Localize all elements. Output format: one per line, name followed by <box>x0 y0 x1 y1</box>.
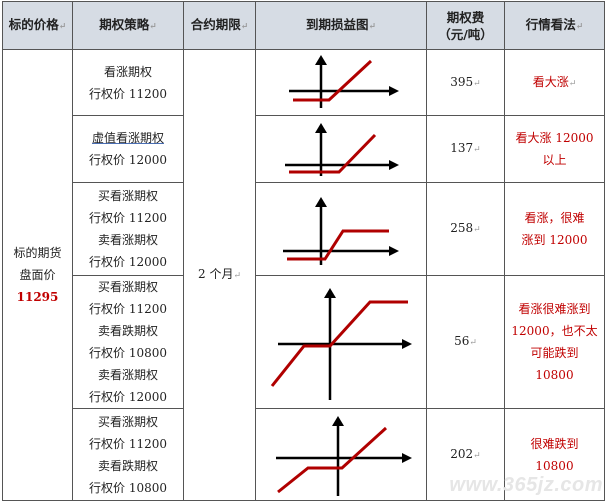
strategy-line: 卖看涨期权 <box>97 233 158 247</box>
header-fee: 期权费 （元/吨） <box>426 1 505 50</box>
payoff-chart-cell <box>255 49 427 116</box>
site-watermark: www.365jz.com <box>449 474 603 496</box>
view-line: 12000，也不太 <box>511 324 598 338</box>
header-view: 行情看法↵ <box>504 1 605 50</box>
table-row: 标的期货 盘面价 11295 看涨期权 行权价 11200 2 个月↵ 395↵… <box>2 49 605 501</box>
table-row: 虚值看涨期权 行权价 12000 137↵ 看大涨 12000 以上 <box>3 115 605 183</box>
underlying-label-line2: 盘面价 <box>19 268 56 282</box>
strategy-line: 行权价 11200 <box>89 211 167 225</box>
payoff-chart-cell <box>255 182 427 276</box>
header-underlying: 标的价格↵ <box>2 1 73 50</box>
header-row: 标的价格↵ 期权策略↵ 合约期限↵ 到期损益图↵ 期权费 （元/吨） 行情看法↵ <box>2 1 605 50</box>
strategy-line: 行权价 11200 <box>89 436 167 451</box>
fee-cell: 258↵ <box>426 182 505 276</box>
table-row: 买看涨期权 行权价 11200 卖看跌期权 行权价 10800 卖看涨期权 行权… <box>3 275 605 409</box>
otm-call-payoff-icon <box>285 123 399 176</box>
strategy-line: 卖看涨期权 <box>97 368 158 382</box>
view-cell: 看涨，很难 涨到 12000 <box>504 182 605 276</box>
strategy-cell: 买看涨期权 行权价 11200 卖看跌期权 行权价 10800 <box>72 408 184 501</box>
fee-cell: 56↵ <box>426 275 505 409</box>
header-term: 合约期限↵ <box>183 1 256 50</box>
long-call-payoff-icon <box>289 54 399 108</box>
term-cell: 2 个月↵ <box>183 49 256 501</box>
view-line: 涨到 12000 <box>521 233 588 247</box>
view-line: 10800 <box>535 458 574 473</box>
strategy-line: 看涨期权 <box>103 64 152 79</box>
strategy-line: 买看涨期权 <box>97 414 158 429</box>
strategy-line: 买看涨期权 <box>97 189 158 203</box>
header-strategy: 期权策略↵ <box>72 1 184 50</box>
strategy-line: 行权价 12000 <box>89 153 167 167</box>
view-cell: 看大涨↵ <box>504 49 605 116</box>
view-cell: 很难跌到 10800 <box>504 408 605 501</box>
view-line: 10800 <box>535 368 574 382</box>
table-row: 买看涨期权 行权价 11200 卖看跌期权 行权价 10800 202↵ 很难跌… <box>3 408 605 501</box>
strategy-line: 行权价 12000 <box>89 390 167 404</box>
strategy-line: 行权价 11200 <box>89 86 167 101</box>
collar-payoff-icon <box>270 288 412 400</box>
strategy-cell: 虚值看涨期权 行权价 12000 <box>72 115 184 183</box>
strategy-line: 行权价 10800 <box>89 346 167 360</box>
header-payoff: 到期损益图↵ <box>255 1 427 50</box>
view-line: 看涨很难涨到 <box>518 302 591 316</box>
underlying-label-line1: 标的期货 <box>13 246 62 260</box>
strategy-line: 行权价 10800 <box>89 480 167 495</box>
fee-cell: 137↵ <box>426 115 505 183</box>
strategy-cell: 买看涨期权 行权价 11200 卖看涨期权 行权价 12000 <box>72 182 184 276</box>
view-line: 以上 <box>542 153 567 167</box>
strategy-line: 虚值看涨期权 <box>91 131 164 145</box>
strategy-cell: 买看涨期权 行权价 11200 卖看跌期权 行权价 10800 卖看涨期权 行权… <box>72 275 184 409</box>
view-line: 可能跌到 <box>530 346 579 360</box>
strategy-line: 卖看跌期权 <box>97 458 158 473</box>
underlying-price: 11295 <box>16 290 59 304</box>
bull-call-spread-payoff-icon <box>283 197 399 265</box>
underlying-cell: 标的期货 盘面价 11295 <box>2 49 73 501</box>
view-line: 看大涨 12000 <box>515 131 594 145</box>
view-line: 看涨，很难 <box>524 211 585 225</box>
strategy-cell: 看涨期权 行权价 11200 <box>72 49 184 116</box>
strategy-line: 买看涨期权 <box>97 280 158 294</box>
view-cell: 看大涨 12000 以上 <box>504 115 605 183</box>
strategy-line: 卖看跌期权 <box>97 324 158 338</box>
fee-cell: 395↵ <box>426 49 505 116</box>
payoff-chart-cell <box>255 115 427 183</box>
payoff-chart-cell <box>255 408 427 501</box>
table-row: 买看涨期权 行权价 11200 卖看涨期权 行权价 12000 258↵ 看涨，… <box>3 182 605 276</box>
risk-reversal-payoff-icon <box>276 415 412 496</box>
strategy-line: 行权价 11200 <box>89 302 167 316</box>
payoff-chart-cell <box>255 275 427 409</box>
view-line: 很难跌到 <box>530 436 579 451</box>
strategy-line: 行权价 12000 <box>89 255 167 269</box>
view-cell: 看涨很难涨到 12000，也不太 可能跌到 10800 <box>504 275 605 409</box>
